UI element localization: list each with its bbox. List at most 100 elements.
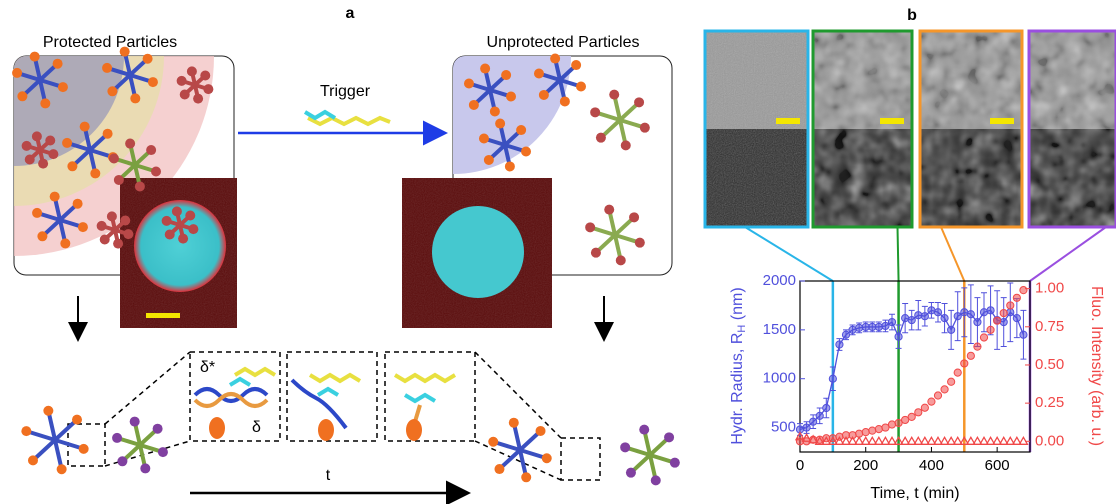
- arm-tip: [609, 90, 619, 100]
- arm-tip: [148, 77, 158, 87]
- arm-tip: [114, 175, 124, 185]
- arm-tip: [534, 68, 544, 78]
- arm-tip: [585, 222, 595, 232]
- point: [915, 312, 922, 319]
- arm-tip: [135, 181, 145, 191]
- point: [974, 343, 981, 350]
- y-axis-label-part: Hydr. Radius, R: [729, 333, 746, 445]
- delta-star: δ*: [200, 359, 215, 376]
- arm-tip: [100, 235, 110, 245]
- arm-tip: [185, 210, 195, 220]
- point: [875, 323, 882, 330]
- arm-tip: [112, 433, 122, 443]
- arm-tip: [501, 70, 511, 80]
- arm-tip: [45, 135, 55, 145]
- y-axis-label: Hydr. Radius, RH (nm): [729, 287, 748, 444]
- arm-tip: [58, 82, 68, 92]
- chart: Time, t (min) Hydr. Radius, RH (nm) Fluo…: [729, 272, 1105, 502]
- point: [948, 326, 955, 333]
- arm-tip: [550, 54, 560, 64]
- arm-tip: [560, 96, 570, 106]
- point: [954, 369, 961, 376]
- arm-tip: [140, 463, 150, 473]
- image-frames: [705, 31, 1116, 281]
- figure: a Protected Particles Unprotected Partic…: [0, 0, 1116, 504]
- point: [803, 424, 810, 431]
- delta: δ: [252, 419, 261, 436]
- arm-tip: [576, 82, 586, 92]
- y2-tick-label: 0.25: [1035, 394, 1064, 411]
- point: [987, 307, 994, 314]
- point: [875, 425, 882, 432]
- tag: [406, 419, 422, 441]
- arm-tip: [21, 426, 31, 436]
- point: [1020, 287, 1027, 294]
- arm-tip: [542, 453, 552, 463]
- arm-tip: [539, 90, 549, 100]
- trigger-label: Trigger: [320, 83, 371, 100]
- point: [928, 398, 935, 405]
- arm-tip: [620, 442, 630, 452]
- arm-tip: [495, 119, 505, 129]
- point: [974, 318, 981, 325]
- arm-tip: [60, 238, 70, 248]
- arm-tip: [143, 54, 153, 64]
- image-texture: [1029, 31, 1116, 129]
- arm-tip: [480, 64, 490, 74]
- connector: [1030, 227, 1106, 281]
- point: [1013, 315, 1020, 322]
- y-tick-label: 1000: [763, 370, 796, 387]
- panel-label: a: [346, 5, 355, 22]
- arm-tip: [48, 149, 58, 159]
- point: [967, 352, 974, 359]
- y2-tick-label: 0.75: [1035, 318, 1064, 335]
- arm-tip: [664, 432, 674, 442]
- x-tick-label: 200: [853, 457, 878, 474]
- arm-tip: [153, 424, 163, 434]
- arm-tip: [162, 216, 172, 226]
- point: [967, 311, 974, 318]
- arm-tip: [469, 100, 479, 110]
- point: [895, 333, 902, 340]
- micrograph: [120, 178, 237, 328]
- point: [862, 429, 869, 436]
- arm-tip: [172, 206, 182, 216]
- point: [816, 412, 823, 419]
- arm-tip: [604, 205, 614, 215]
- image-texture: [920, 31, 1022, 129]
- y-tick-label: 1500: [763, 321, 796, 338]
- arm-tip: [107, 86, 117, 96]
- arm-tip: [158, 447, 168, 457]
- arm-tip: [590, 107, 600, 117]
- point: [1007, 302, 1014, 309]
- right-title: Unprotected Particles: [487, 34, 640, 51]
- arm-tip: [635, 238, 645, 248]
- point: [961, 360, 968, 367]
- arm-tip: [57, 464, 67, 474]
- point: [921, 313, 928, 320]
- y2-tick-label: 1.00: [1035, 280, 1064, 297]
- arm-tip: [203, 84, 213, 94]
- arm-tip: [187, 66, 197, 76]
- scale-bar: [880, 118, 904, 124]
- point: [994, 317, 1001, 324]
- arm-tip: [596, 133, 606, 143]
- point: [980, 334, 987, 341]
- connector: [898, 227, 899, 281]
- tag: [318, 419, 334, 441]
- arm-tip: [494, 464, 504, 474]
- arm-tip: [188, 224, 198, 234]
- tag: [209, 417, 225, 439]
- point: [948, 378, 955, 385]
- x-tick-label: 0: [796, 457, 804, 474]
- arm-tip: [113, 239, 123, 249]
- arm-tip: [37, 231, 47, 241]
- arm-tip: [120, 47, 130, 57]
- point: [823, 404, 830, 411]
- y-axis-label-sub: H: [736, 325, 748, 333]
- arm-tip: [536, 426, 546, 436]
- arm-tip: [591, 248, 601, 258]
- arm-tip: [78, 222, 88, 232]
- point: [836, 341, 843, 348]
- arm-tip: [488, 437, 498, 447]
